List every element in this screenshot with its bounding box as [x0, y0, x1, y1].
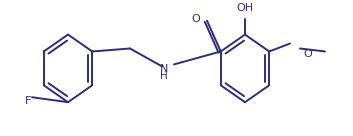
Text: N: N: [160, 64, 168, 74]
Text: OH: OH: [237, 3, 253, 13]
Text: H: H: [160, 71, 168, 81]
Text: O: O: [304, 50, 312, 59]
Text: O: O: [192, 14, 201, 24]
Text: F: F: [25, 96, 31, 106]
